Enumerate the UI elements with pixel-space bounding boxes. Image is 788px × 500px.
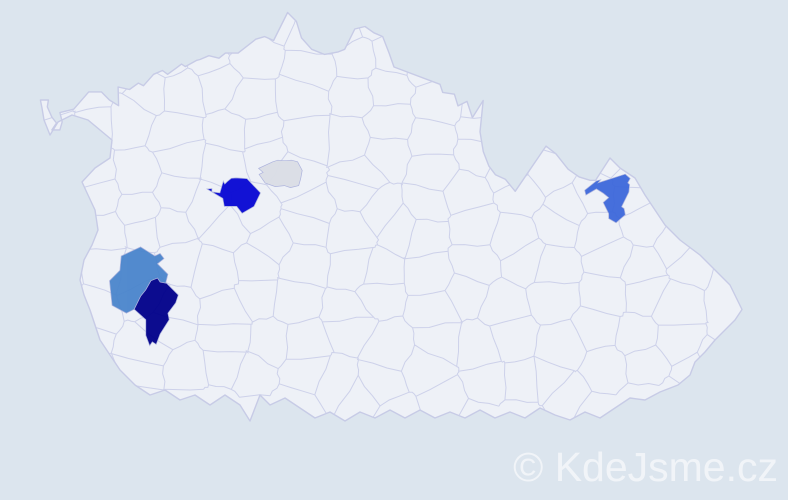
svg-text:© KdeJsme.cz: © KdeJsme.cz xyxy=(513,444,778,490)
